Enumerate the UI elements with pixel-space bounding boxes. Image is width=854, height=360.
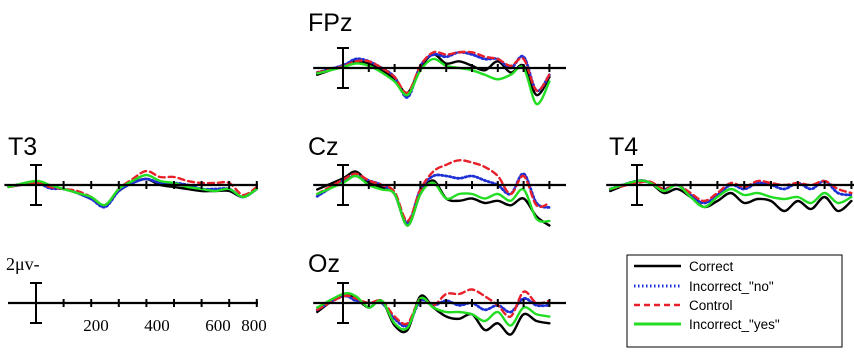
electrode-label-t3: T3 [8, 133, 37, 161]
panel-t4-trace-incorrect-yes [609, 179, 853, 209]
panel-cz-trace-control [316, 159, 551, 223]
panel-oz [313, 282, 566, 336]
scale-bar-label: 2μv- [6, 254, 40, 274]
tick-label-200: 200 [83, 316, 109, 335]
panel-t3 [4, 164, 259, 209]
legend-box [626, 254, 843, 348]
tick-label-800: 800 [241, 316, 267, 335]
panel-t3-trace-incorrect-yes [7, 173, 258, 207]
scale-axis [8, 282, 258, 324]
legend-label-incorrect-no: Incorrect_"no" [689, 279, 774, 294]
electrode-label-cz: Cz [308, 133, 339, 161]
panel-fpz-trace-incorrect-yes [316, 57, 551, 106]
panel-fpz [313, 47, 566, 106]
panel-t4 [606, 164, 854, 213]
electrode-label-fpz: FPz [308, 9, 352, 37]
legend-label-control: Control [689, 298, 733, 313]
tick-label-400: 400 [144, 316, 170, 335]
panel-fpz-trace-correct [316, 53, 551, 97]
legend-label-correct: Correct [689, 259, 734, 274]
electrode-label-oz: Oz [308, 250, 340, 278]
electrode-label-t4: T4 [609, 133, 638, 161]
panel-oz-trace-incorrect-yes [316, 292, 551, 331]
panel-cz-trace-incorrect-yes [316, 174, 551, 227]
panel-fpz-trace-control [316, 50, 551, 95]
panel-t4-trace-correct [609, 179, 853, 213]
legend-label-incorrect-yes: Incorrect_"yes" [689, 317, 780, 332]
panel-cz [313, 159, 566, 227]
panel-t4-trace-control [609, 179, 853, 203]
legend: Correct Incorrect_"no" Control Incorrect… [626, 254, 843, 348]
tick-label-600: 600 [205, 316, 231, 335]
